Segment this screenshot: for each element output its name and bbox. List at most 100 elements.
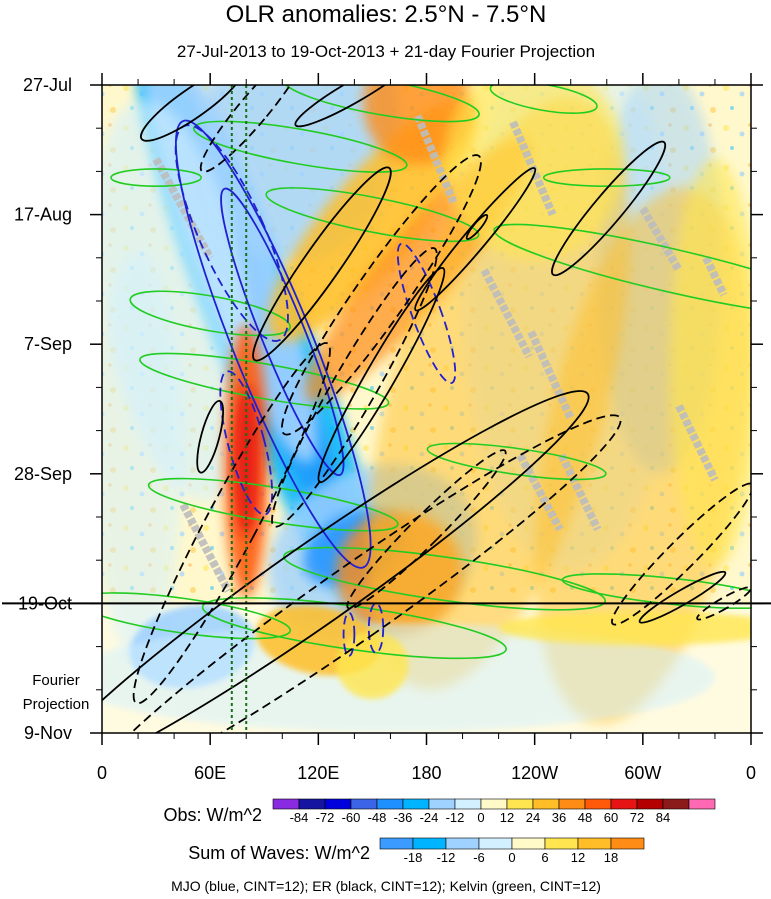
kelvin-contours — [102, 85, 751, 660]
er-contour — [199, 85, 308, 173]
er-contour — [102, 390, 590, 733]
x-tick-label: 120E — [297, 763, 339, 783]
obs-legend: Obs: W/m^2 -84 -72 -60 -48 -36 -24 -12 0 12 24 36 4… — [164, 798, 716, 825]
obs-anomaly-blob — [102, 251, 184, 659]
er-contour — [271, 247, 438, 528]
legend-level-label: -24 — [420, 810, 439, 825]
legend-swatch — [584, 798, 612, 810]
y-tick-label: 28-Sep — [14, 464, 72, 484]
projection-blob — [498, 611, 751, 646]
legend-level-label: -84 — [290, 810, 309, 825]
missing-data-streak — [675, 404, 719, 482]
legend-level-label: -6 — [473, 850, 485, 865]
missing-data-streak — [639, 206, 683, 273]
y-tick-label: 9-Nov — [24, 723, 72, 743]
x-tick-label: 60W — [624, 763, 661, 783]
legend-level-label: -36 — [394, 810, 413, 825]
legend-level-label: 0 — [508, 850, 515, 865]
legend-swatch — [662, 798, 690, 810]
missing-data-streak — [179, 502, 232, 593]
chart-title: OLR anomalies: 2.5°N - 7.5°N — [226, 1, 547, 28]
er-contour — [346, 449, 507, 610]
x-tick-label: 120W — [511, 763, 558, 783]
mjo-contour — [342, 611, 356, 657]
legend-level-label: 24 — [526, 810, 540, 825]
footnote: MJO (blue, CINT=12); ER (black, CINT=12)… — [171, 878, 601, 894]
legend-level-label: 72 — [630, 810, 644, 825]
kelvin-contour — [147, 477, 399, 532]
legend-swatch — [454, 798, 482, 810]
legend-level-label: 60 — [604, 810, 618, 825]
obs-legend-colorbar: -84 -72 -60 -48 -36 -24 -12 0 12 24 36 48 60 72 84 — [272, 798, 716, 825]
legend-swatch — [511, 837, 546, 850]
kelvin-contour — [493, 223, 751, 317]
er-contours — [102, 85, 751, 733]
kelvin-contour — [426, 442, 607, 481]
legend-level-label: 18 — [604, 850, 618, 865]
x-tick-label: 180 — [411, 763, 441, 783]
missing-data-streak — [152, 157, 214, 260]
er-contour — [317, 267, 446, 484]
projection-blob — [102, 623, 715, 732]
legend-level-label: -48 — [368, 810, 387, 825]
obs-anomaly-blob — [444, 85, 625, 261]
obs-anomaly-blob — [233, 386, 259, 537]
legend-swatch — [478, 837, 513, 850]
y-tick-label: 7-Sep — [24, 334, 72, 354]
projection-blob — [336, 631, 409, 700]
legend-swatch — [610, 837, 645, 850]
er-contour — [465, 213, 489, 240]
legend-level-label: 84 — [656, 810, 670, 825]
legend-swatch — [272, 798, 300, 810]
legend-level-label: -12 — [446, 810, 465, 825]
legend-swatch — [379, 837, 414, 850]
kelvin-contour — [102, 592, 292, 640]
legend-level-label: 12 — [571, 850, 585, 865]
anomaly-field — [102, 85, 751, 732]
er-contour — [102, 414, 622, 733]
projection-label-line2: Projection — [23, 696, 90, 713]
x-tick-label: 60E — [194, 763, 226, 783]
mjo-contour — [220, 187, 345, 477]
legend-swatch — [636, 798, 664, 810]
x-tick-label: 0 — [97, 763, 107, 783]
legend-swatch — [350, 798, 378, 810]
er-contour — [140, 85, 245, 142]
waves-legend-label: Sum of Waves: W/m^2 — [188, 843, 370, 863]
legend-level-label: 36 — [552, 810, 566, 825]
obs-anomaly-blob — [669, 159, 751, 567]
y-axis: 27-Jul 17-Aug 7-Sep 28-Sep 19-Oct 9-Nov — [14, 75, 763, 743]
legend-level-label: 48 — [578, 810, 592, 825]
waves-legend: Sum of Waves: W/m^2 -18 -12 -6 0 6 12 18 — [188, 837, 645, 865]
legend-swatch — [558, 798, 586, 810]
x-tick-label: 0 — [746, 763, 756, 783]
mjo-contour — [174, 119, 372, 569]
legend-level-label: -72 — [316, 810, 335, 825]
legend-swatch — [445, 837, 480, 850]
er-contour — [551, 140, 667, 277]
y-tick-label: 17-Aug — [14, 205, 72, 225]
missing-data-streak — [480, 268, 533, 359]
er-contour — [196, 400, 225, 474]
legend-swatch — [324, 798, 352, 810]
legend-swatch — [610, 798, 638, 810]
legend-swatch — [412, 837, 447, 850]
er-contour — [696, 586, 751, 621]
kelvin-contour — [139, 352, 390, 410]
reference-lines — [230, 85, 248, 733]
legend-level-label: -12 — [437, 850, 456, 865]
mjo-contour — [219, 370, 274, 516]
legend-swatch — [376, 798, 404, 810]
projection-label-line1: Fourier — [32, 672, 80, 689]
legend-level-label: -18 — [404, 850, 423, 865]
legend-swatch — [506, 798, 534, 810]
y-tick-label: 27-Jul — [23, 75, 72, 95]
x-axis: 0 60E 120E 180 120W 60W 0 — [97, 73, 756, 783]
kelvin-contour — [489, 85, 598, 114]
chart-subtitle: 27-Jul-2013 to 19-Oct-2013 + 21-day Four… — [177, 42, 595, 61]
er-contour — [414, 167, 537, 312]
legend-swatch — [532, 798, 560, 810]
legend-swatch — [428, 798, 456, 810]
